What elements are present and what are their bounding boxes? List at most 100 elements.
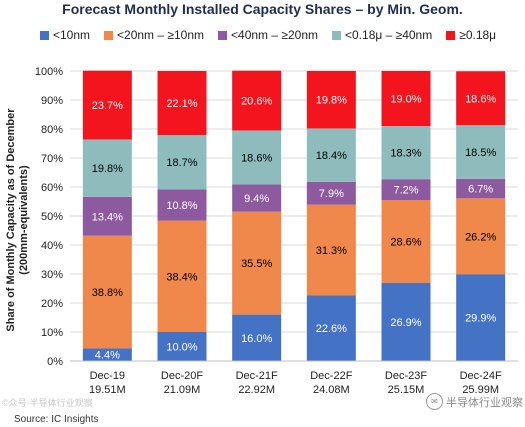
- data-label: 7.9%: [319, 188, 344, 200]
- legend-item: <10nm: [40, 28, 90, 42]
- x-tick-sublabel: 24.08M: [313, 384, 350, 396]
- bar-segment: [381, 71, 431, 127]
- data-label: 9.4%: [244, 193, 269, 205]
- y-tick-label: 10%: [41, 327, 63, 339]
- watermark-left: ©众号·半导体行业观察: [2, 398, 93, 408]
- source-note: Source: IC Insights: [14, 414, 99, 425]
- data-label: 18.6%: [465, 93, 496, 105]
- data-label: 22.1%: [166, 98, 197, 110]
- watermark-right: ✉ 半导体行业观察: [426, 393, 523, 410]
- y-tick-label: 60%: [41, 182, 63, 194]
- bar-segment: [157, 189, 207, 221]
- y-tick-label: 90%: [41, 95, 63, 107]
- legend: <10nm <20nm – ≥10nm <40nm – ≥20nm <0.18μ – …: [40, 28, 520, 42]
- data-label: 28.6%: [390, 237, 421, 249]
- bar-segment: [157, 71, 207, 136]
- data-label: 18.6%: [241, 152, 272, 164]
- bar-segment: [82, 235, 132, 349]
- bar-segment: [82, 70, 132, 140]
- data-label: 6.7%: [468, 184, 493, 196]
- data-label: 29.9%: [465, 313, 496, 325]
- data-label: 19.8%: [316, 95, 347, 107]
- data-label: 18.7%: [166, 157, 197, 169]
- x-tick-sublabel: 22.92M: [238, 384, 275, 396]
- bar-segment: [381, 200, 431, 283]
- watermark-right-text: 半导体行业观察: [446, 396, 523, 409]
- data-label: 23.7%: [92, 100, 123, 112]
- y-tick-label: 100%: [35, 66, 63, 78]
- bar-segment: [456, 71, 506, 126]
- bar-segment: [456, 274, 506, 361]
- data-label: 18.4%: [316, 150, 347, 162]
- legend-label: <20nm – ≥10nm: [117, 28, 205, 42]
- legend-swatch: [104, 30, 114, 40]
- bar-segment: [82, 139, 132, 197]
- data-label: 31.3%: [316, 245, 347, 257]
- data-label: 18.5%: [465, 147, 496, 159]
- data-label: 38.4%: [166, 271, 197, 283]
- legend-swatch: [218, 30, 228, 40]
- x-tick-sublabel: 21.09M: [164, 384, 201, 396]
- bar-segment: [82, 196, 132, 236]
- x-tick-label: Dec-21F: [236, 370, 278, 382]
- y-tick-label: 20%: [41, 298, 63, 310]
- y-tick-label: 40%: [41, 240, 63, 252]
- bar-segment: [232, 211, 282, 315]
- x-tick-label: Dec-19: [90, 370, 125, 382]
- bar-segment: [306, 204, 356, 296]
- x-tick-sublabel: 25.99M: [462, 384, 499, 396]
- bar-segment: [456, 198, 506, 275]
- data-label: 4.4%: [95, 350, 120, 362]
- data-label: 22.6%: [316, 323, 347, 335]
- y-tick-label: 30%: [41, 269, 63, 281]
- data-label: 7.2%: [393, 185, 418, 197]
- data-label: 16.0%: [241, 333, 272, 345]
- data-label: 13.4%: [92, 211, 123, 223]
- bar-segment: [157, 220, 207, 332]
- x-tick-sublabel: 25.15M: [388, 384, 425, 396]
- legend-label: <0.18μ – ≥40nm: [345, 28, 433, 42]
- data-label: 26.9%: [390, 317, 421, 329]
- data-label: 38.8%: [92, 287, 123, 299]
- legend-label: <10nm: [53, 28, 91, 42]
- bar-segment: [232, 184, 282, 212]
- data-label: 20.6%: [241, 96, 272, 108]
- bar-segment: [381, 282, 431, 361]
- bar-segment: [306, 71, 356, 129]
- bar-segment: [456, 125, 506, 179]
- legend-label: ≥0.18μ: [459, 28, 497, 42]
- legend-swatch: [40, 30, 49, 40]
- x-tick-label: Dec-24F: [460, 370, 502, 382]
- bar-segment: [456, 178, 506, 199]
- legend-item: <40nm – ≥20nm: [218, 28, 318, 42]
- bar-segment: [306, 295, 356, 361]
- bar-segment: [232, 314, 282, 361]
- legend-item: <0.18μ – ≥40nm: [332, 28, 432, 42]
- legend-swatch: [446, 30, 456, 40]
- x-tick-label: Dec-22F: [310, 370, 352, 382]
- x-tick-sublabel: 19.51M: [89, 384, 126, 396]
- bar-segment: [232, 130, 282, 185]
- data-label: 18.3%: [390, 148, 421, 160]
- y-tick-label: 70%: [41, 153, 63, 165]
- data-label: 35.5%: [241, 258, 272, 270]
- y-tick-label: 80%: [41, 124, 63, 136]
- x-tick-label: Dec-20F: [161, 370, 203, 382]
- legend-label: <40nm – ≥20nm: [231, 28, 318, 42]
- legend-item: ≥0.18μ: [446, 28, 496, 42]
- bar-segment: [232, 70, 282, 131]
- bar-segment: [157, 332, 207, 361]
- bar-segment: [381, 179, 431, 201]
- legend-item: <20nm – ≥10nm: [104, 28, 204, 42]
- y-tick-label: 50%: [41, 211, 63, 223]
- y-tick-label: 0%: [47, 356, 63, 368]
- chart-title: Forecast Monthly Installed Capacity Shar…: [62, 1, 463, 17]
- bar-segment: [157, 135, 207, 190]
- data-label: 26.2%: [465, 231, 496, 243]
- bar-segment: [306, 128, 356, 182]
- data-label: 10.0%: [166, 342, 197, 354]
- legend-swatch: [332, 30, 341, 40]
- bar-segment: [306, 181, 356, 205]
- bar-segment: [82, 348, 132, 361]
